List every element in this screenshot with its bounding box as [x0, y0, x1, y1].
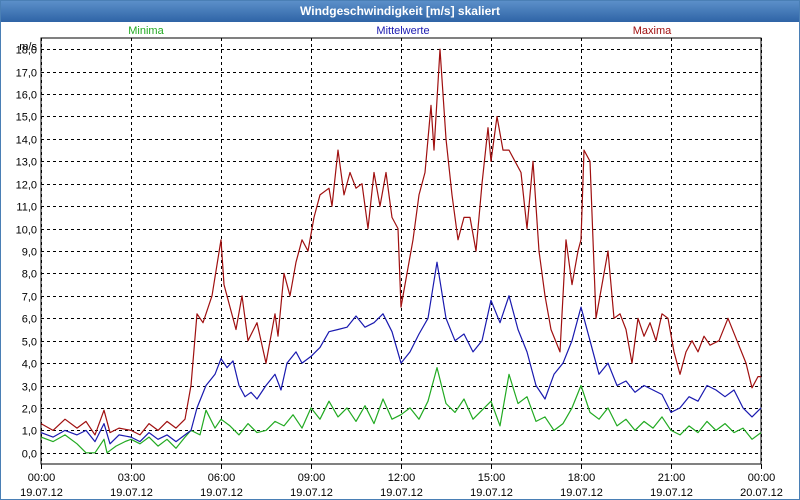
legend-entry-mittelwerte: Mittelwerte [376, 25, 429, 37]
x-tick-time-label: 12:00 [388, 472, 416, 484]
y-tick-label: 3,0 [22, 382, 37, 394]
y-tick-label: 8,0 [22, 269, 37, 281]
window-title: Windgeschwindigkeit [m/s] skaliert [1, 1, 799, 22]
x-tick-time-label: 15:00 [478, 472, 506, 484]
x-tick-time-label: 09:00 [298, 472, 326, 484]
wind-speed-chart: 0,0 1,0 2,0 3,0 4,0 5,0 6,0 7,0 8,0 9,0 10,0 11,0 12… [16, 25, 783, 499]
y-tick-label: 7,0 [22, 292, 37, 304]
y-tick-label: 1,0 [22, 426, 37, 438]
series-line-mittelwerte [40, 261, 762, 445]
y-tick-label: 0,0 [22, 449, 37, 461]
x-tick-time-label: 00:00 [28, 472, 56, 484]
y-axis-label: m/s [19, 41, 37, 53]
y-tick-label: 16,0 [16, 90, 37, 102]
y-tick-label: 18,0 [16, 45, 37, 57]
x-tick-date-label: 19.07.12 [200, 487, 243, 499]
x-tick-date-label: 20.07.12 [740, 487, 783, 499]
y-tick-label: 12,0 [16, 180, 37, 192]
y-tick-label: 11,0 [16, 202, 37, 214]
x-tick-date-label: 19.07.12 [470, 487, 513, 499]
y-tick-label: 15,0 [16, 112, 37, 124]
y-tick-label: 9,0 [22, 247, 37, 259]
y-tick-label: 5,0 [22, 337, 37, 349]
y-tick-label: 14,0 [16, 135, 37, 147]
y-tick-label: 17,0 [16, 68, 37, 80]
series-line-maxima [40, 48, 761, 436]
y-tick-label: 13,0 [16, 157, 37, 169]
x-tick-time-label: 21:00 [658, 472, 686, 484]
x-tick-date-label: 19.07.12 [560, 487, 603, 499]
x-tick-time-label: 03:00 [118, 472, 146, 484]
y-tick-label: 10,0 [16, 225, 37, 237]
x-tick-time-label: 06:00 [208, 472, 236, 484]
x-tick-date-label: 19.07.12 [380, 487, 423, 499]
y-tick-label: 4,0 [22, 359, 37, 371]
series-line-minima [40, 367, 762, 454]
x-tick-date-label: 19.07.12 [20, 487, 63, 499]
legend-entry-minima: Minima [128, 25, 164, 37]
x-tick-date-label: 19.07.12 [110, 487, 153, 499]
x-tick-time-label: 00:00 [748, 472, 776, 484]
x-tick-date-label: 19.07.12 [650, 487, 693, 499]
y-tick-label: 2,0 [22, 404, 37, 416]
x-tick-time-label: 18:00 [568, 472, 596, 484]
legend-entry-maxima: Maxima [633, 25, 672, 37]
x-tick-date-label: 19.07.12 [290, 487, 333, 499]
y-tick-label: 6,0 [22, 314, 37, 326]
